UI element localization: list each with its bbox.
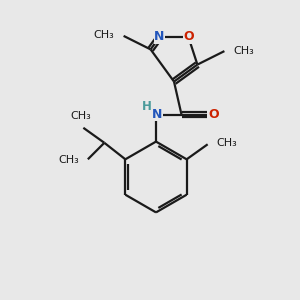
Text: CH₃: CH₃ [233, 46, 254, 56]
Text: O: O [208, 108, 219, 121]
Text: CH₃: CH₃ [70, 111, 91, 121]
Text: CH₃: CH₃ [216, 138, 237, 148]
Text: O: O [183, 30, 194, 43]
Text: N: N [152, 107, 163, 121]
Text: H: H [142, 100, 151, 113]
Text: CH₃: CH₃ [94, 30, 115, 40]
Text: CH₃: CH₃ [59, 155, 80, 165]
Text: N: N [154, 30, 165, 43]
